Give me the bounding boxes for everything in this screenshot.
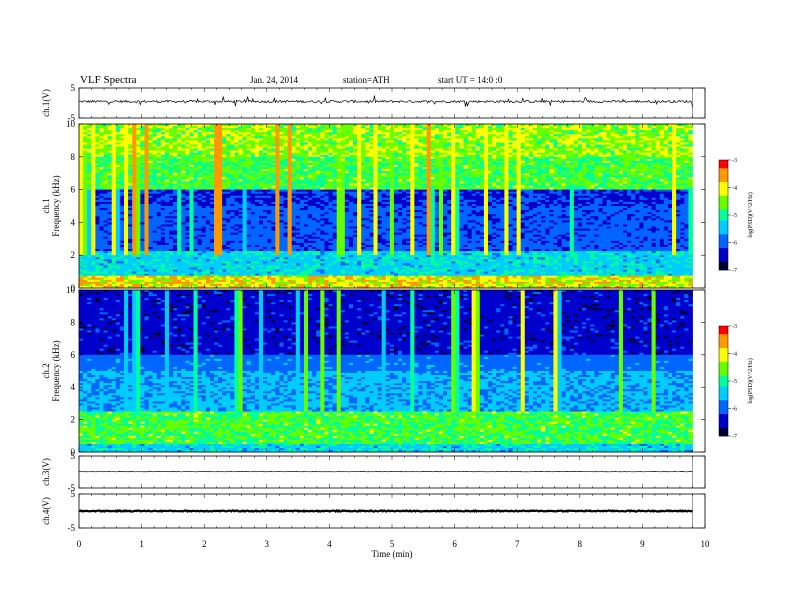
- panel-frame: [79, 88, 705, 118]
- start-time-label: start UT = 14:0 :0: [438, 75, 503, 85]
- y-axis-label: ch.1(V): [41, 89, 51, 117]
- ch1-waveform-panel: 5-5ch.1(V): [41, 83, 705, 123]
- vlf-spectra-figure: VLF Spectra Jan. 24, 2014 station=ATH st…: [0, 0, 792, 612]
- date-label: Jan. 24, 2014: [250, 75, 298, 85]
- y-tick-label: 5: [71, 83, 76, 93]
- header: VLF Spectra Jan. 24, 2014 station=ATH st…: [80, 74, 503, 86]
- ch1-waveform-trace: [79, 96, 693, 108]
- figure-title: VLF Spectra: [80, 74, 137, 86]
- panels: 5-5ch.1(V)-3-4-5-6-7log(PSD)(V^2/Hz)0246…: [41, 83, 754, 533]
- ch1-spectrogram-cells: [79, 124, 693, 288]
- station-label: station=ATH: [343, 75, 390, 85]
